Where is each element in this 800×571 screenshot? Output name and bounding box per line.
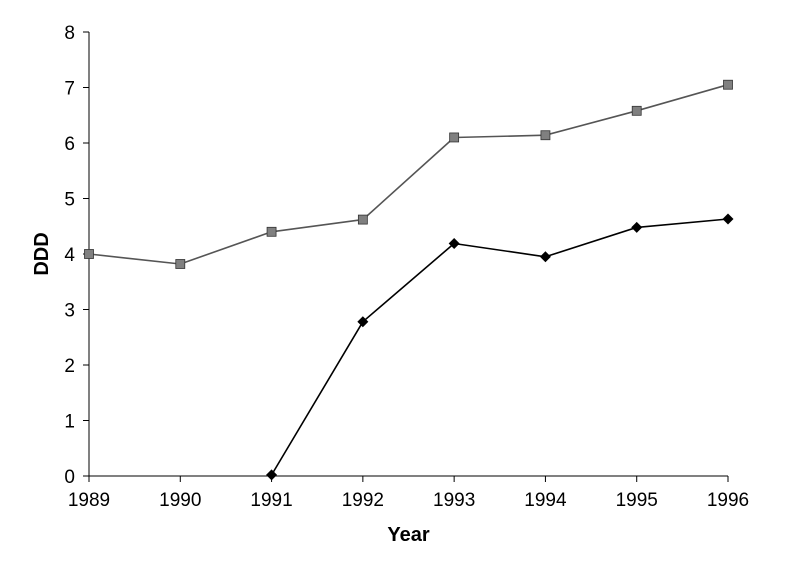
- data-point-square: [449, 132, 460, 143]
- data-point-diamond: [539, 251, 551, 263]
- data-point-diamond: [631, 221, 643, 233]
- series-2-line: [270, 218, 729, 476]
- series-2: [266, 213, 734, 481]
- data-point-diamond: [448, 237, 460, 249]
- series-1: [84, 79, 733, 269]
- data-point-square: [540, 130, 551, 141]
- x-tick-label: 1996: [707, 490, 749, 511]
- data-point-square: [266, 226, 277, 237]
- series-layer: [84, 79, 734, 481]
- series-1-line: [88, 83, 729, 265]
- data-point-diamond: [722, 213, 734, 225]
- y-tick-label: 5: [64, 190, 75, 211]
- y-axis-title: DDD: [31, 232, 53, 275]
- x-tick-label: 1991: [250, 490, 292, 511]
- y-tick-label: 4: [64, 245, 75, 266]
- y-tick-label: 3: [64, 301, 75, 322]
- x-axis-title: Year: [387, 524, 429, 546]
- y-tick-label: 8: [64, 23, 75, 44]
- data-point-square: [84, 249, 94, 259]
- data-point-square: [175, 259, 186, 269]
- x-tick-label: 1994: [524, 490, 567, 511]
- y-tick-label: 0: [64, 467, 75, 488]
- data-point-square: [631, 105, 642, 116]
- x-tick-label: 1993: [433, 490, 475, 511]
- y-tick-label: 1: [64, 412, 75, 433]
- axes: [83, 31, 729, 482]
- y-tick-label: 6: [64, 134, 75, 155]
- y-tick-label: 2: [64, 356, 75, 377]
- data-point-diamond: [266, 469, 278, 481]
- x-tick-label: 1989: [68, 490, 110, 511]
- y-tick-label: 7: [64, 79, 75, 100]
- data-point-square: [723, 79, 733, 90]
- data-point-square: [357, 214, 368, 225]
- x-tick-label: 1995: [616, 490, 658, 511]
- x-tick-label: 1990: [159, 490, 201, 511]
- x-tick-label: 1992: [342, 490, 384, 511]
- labels: 0 1 2 3 4 5 6 7 8 1989 1990 1991 1992 1993 1994 1995 199…: [64, 23, 749, 511]
- data-point-diamond: [357, 316, 369, 328]
